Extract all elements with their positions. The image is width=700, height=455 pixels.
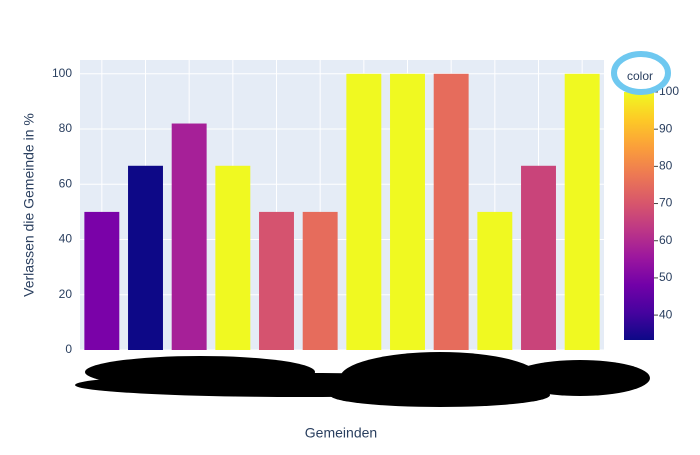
redaction (75, 352, 650, 407)
bar (128, 165, 163, 350)
colorbar-title: color (627, 69, 653, 83)
colorbar-tick-label: 90 (659, 121, 673, 135)
bar (259, 211, 294, 350)
y-tick-label: 40 (59, 232, 73, 246)
colorbar-tick-label: 60 (659, 233, 673, 247)
bar (477, 211, 513, 350)
colorbar-tick-label: 40 (659, 307, 673, 321)
bar (215, 165, 251, 350)
bar (346, 73, 382, 351)
colorbar-tick-label: 70 (659, 196, 673, 210)
y-tick-label: 100 (52, 66, 72, 80)
bar (564, 73, 600, 351)
bar (521, 165, 556, 350)
y-tick-label: 80 (59, 121, 73, 135)
bar (84, 211, 120, 350)
bar (433, 73, 469, 351)
bar (390, 73, 425, 351)
x-axis-title: Gemeinden (305, 425, 377, 441)
bar (302, 211, 338, 350)
bar (171, 123, 207, 351)
y-tick-label: 0 (65, 342, 72, 356)
colorbar (624, 92, 654, 340)
y-axis-title: Verlassen die Gemeinde in % (21, 113, 37, 297)
plot-area (80, 60, 604, 350)
colorbar-tick-label: 50 (659, 270, 673, 284)
colorbar-tick-label: 100 (659, 84, 679, 98)
y-tick-label: 60 (59, 176, 73, 190)
y-tick-label: 20 (59, 287, 73, 301)
colorbar-tick-label: 80 (659, 159, 673, 173)
annotation-circle (611, 51, 671, 95)
